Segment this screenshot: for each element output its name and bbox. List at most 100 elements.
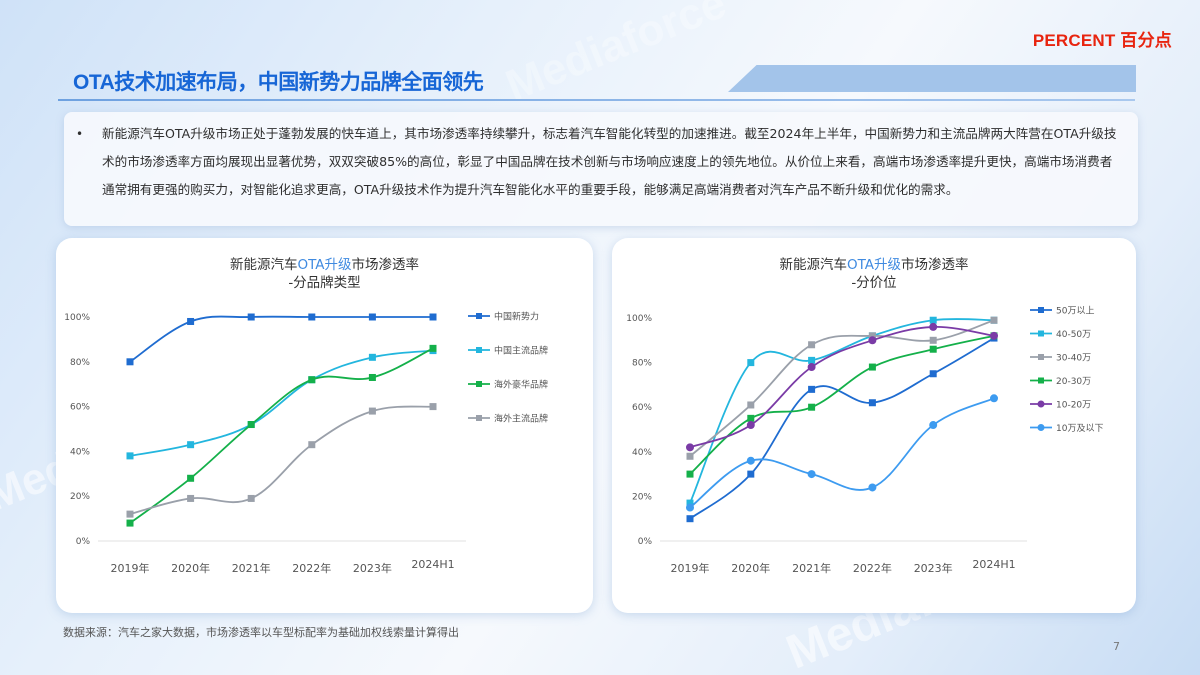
legend-label: 10万及以下 bbox=[1056, 423, 1103, 434]
data-point-marker bbox=[868, 363, 876, 371]
data-point-marker bbox=[929, 336, 937, 344]
data-point-marker bbox=[368, 313, 376, 321]
brand-logo: PERCENT 百分点 bbox=[1032, 31, 1172, 50]
data-point-marker bbox=[929, 316, 937, 324]
data-source-note: 数据来源：汽车之家大数据，市场渗透率以车型标配率为基础加权线索量计算得出 bbox=[63, 626, 459, 639]
x-tick-label: 2024H1 bbox=[972, 558, 1015, 571]
data-point-marker bbox=[686, 499, 694, 507]
watermark: Mediaforce bbox=[499, 0, 733, 111]
data-point-marker bbox=[368, 353, 376, 361]
legend-label: 40-50万 bbox=[1056, 330, 1091, 340]
x-tick-label: 2023年 bbox=[914, 561, 953, 575]
legend-label: 30-40万 bbox=[1056, 354, 1091, 364]
data-point-marker bbox=[126, 452, 134, 460]
legend-item: 10-20万 bbox=[1030, 400, 1091, 411]
title-divider bbox=[58, 99, 1135, 101]
data-point-marker bbox=[807, 363, 816, 372]
data-point-marker bbox=[686, 470, 694, 478]
data-point-marker bbox=[187, 474, 195, 482]
data-point-marker bbox=[429, 344, 437, 352]
x-tick-label: 2021年 bbox=[792, 561, 831, 575]
data-point-marker bbox=[429, 313, 437, 321]
data-point-marker bbox=[808, 385, 816, 393]
data-point-marker bbox=[990, 394, 998, 403]
legend-item: 海外豪华品牌 bbox=[468, 379, 548, 391]
data-point-marker bbox=[686, 443, 694, 452]
data-point-marker bbox=[929, 345, 937, 353]
data-point-marker bbox=[747, 470, 755, 478]
chart-title-highlight: OTA升级 bbox=[846, 257, 902, 273]
data-point-marker bbox=[868, 336, 877, 345]
y-tick-label: 0% bbox=[638, 537, 653, 547]
page-title: OTA技术加速布局，中国新势力品牌全面领先 bbox=[73, 71, 484, 94]
chart-title-text: 市场渗透率 bbox=[351, 257, 420, 273]
series-line bbox=[686, 322, 998, 452]
series-line bbox=[686, 334, 998, 523]
data-point-marker bbox=[990, 331, 998, 340]
series-line bbox=[126, 347, 437, 460]
series-line bbox=[126, 313, 437, 366]
x-tick-label: 2019年 bbox=[671, 561, 710, 575]
summary-text: 新能源汽车OTA升级市场正处于蓬勃发展的快车道上，其市场渗透率持续攀升，标志着汽… bbox=[102, 126, 1117, 197]
data-point-marker bbox=[868, 399, 876, 407]
data-point-marker bbox=[368, 373, 376, 381]
data-point-marker bbox=[247, 313, 255, 321]
data-point-marker bbox=[929, 322, 938, 331]
data-point-marker bbox=[808, 356, 816, 364]
summary-box: • 新能源汽车OTA升级市场正处于蓬勃发展的快车道上，其市场渗透率持续攀升，标志… bbox=[64, 112, 1138, 226]
data-point-marker bbox=[126, 510, 134, 518]
x-tick-label: 2019年 bbox=[111, 561, 150, 575]
legend-label: 10-20万 bbox=[1056, 401, 1091, 411]
series-line bbox=[686, 316, 998, 460]
legend-item: 10万及以下 bbox=[1030, 423, 1103, 434]
series-line bbox=[126, 403, 437, 518]
chart-subtitle: -分品牌类型 bbox=[288, 275, 361, 291]
data-point-marker bbox=[247, 421, 255, 429]
chart-card-brand-type: 新能源汽车OTA升级市场渗透率 -分品牌类型 0% 20% 40% 60% 80% 100… bbox=[56, 238, 593, 613]
legend-label: 50万以上 bbox=[1056, 306, 1094, 317]
legend-label: 中国新势力 bbox=[494, 311, 539, 323]
legend-label: 中国主流品牌 bbox=[494, 345, 548, 357]
y-tick-label: 80% bbox=[70, 358, 90, 368]
line-chart-price-range: 0% 20% 40% 60% 80% 100% 2019年 2020年 2021年 2022年 20… bbox=[626, 306, 1103, 576]
data-point-marker bbox=[308, 441, 316, 449]
legend-label: 海外豪华品牌 bbox=[494, 379, 548, 391]
legend-label: 海外主流品牌 bbox=[494, 413, 548, 425]
chart-title-highlight: OTA升级 bbox=[297, 257, 352, 273]
data-point-marker bbox=[429, 403, 437, 411]
data-point-marker bbox=[126, 358, 134, 366]
chart-title: 新能源汽车OTA升级市场渗透率 -分价位 bbox=[612, 256, 1136, 292]
legend-item: 30-40万 bbox=[1030, 354, 1091, 364]
data-point-marker bbox=[747, 414, 755, 422]
legend-item: 海外主流品牌 bbox=[468, 413, 548, 425]
legend-item: 40-50万 bbox=[1030, 330, 1091, 340]
data-point-marker bbox=[308, 376, 316, 384]
y-tick-label: 100% bbox=[626, 314, 652, 324]
x-tick-label: 2023年 bbox=[353, 561, 392, 575]
y-tick-label: 40% bbox=[70, 447, 90, 457]
x-tick-label: 2021年 bbox=[232, 561, 271, 575]
y-tick-label: 80% bbox=[632, 359, 652, 369]
y-tick-label: 100% bbox=[64, 313, 90, 323]
series-line bbox=[686, 332, 998, 478]
x-tick-label: 2020年 bbox=[731, 561, 770, 575]
legend-label: 20-30万 bbox=[1056, 377, 1091, 387]
data-point-marker bbox=[929, 421, 938, 430]
data-point-marker bbox=[747, 359, 755, 367]
legend-item: 中国主流品牌 bbox=[468, 345, 548, 357]
title-decoration bbox=[728, 65, 1136, 92]
y-tick-label: 60% bbox=[632, 403, 652, 413]
chart-subtitle: -分价位 bbox=[851, 275, 897, 291]
line-chart-brand-type: 0% 20% 40% 60% 80% 100% 2019年 2020年 2021年 2022年 20… bbox=[64, 311, 548, 576]
data-point-marker bbox=[187, 441, 195, 449]
chart-title: 新能源汽车OTA升级市场渗透率 -分品牌类型 bbox=[56, 256, 593, 292]
data-point-marker bbox=[126, 519, 134, 527]
legend-item: 20-30万 bbox=[1030, 377, 1091, 387]
data-point-marker bbox=[808, 341, 816, 349]
data-point-marker bbox=[868, 483, 877, 492]
page-number: 7 bbox=[1113, 640, 1120, 653]
data-point-marker bbox=[746, 456, 755, 465]
bullet-icon: • bbox=[76, 127, 84, 141]
data-point-marker bbox=[187, 317, 195, 325]
x-tick-label: 2024H1 bbox=[411, 558, 454, 571]
